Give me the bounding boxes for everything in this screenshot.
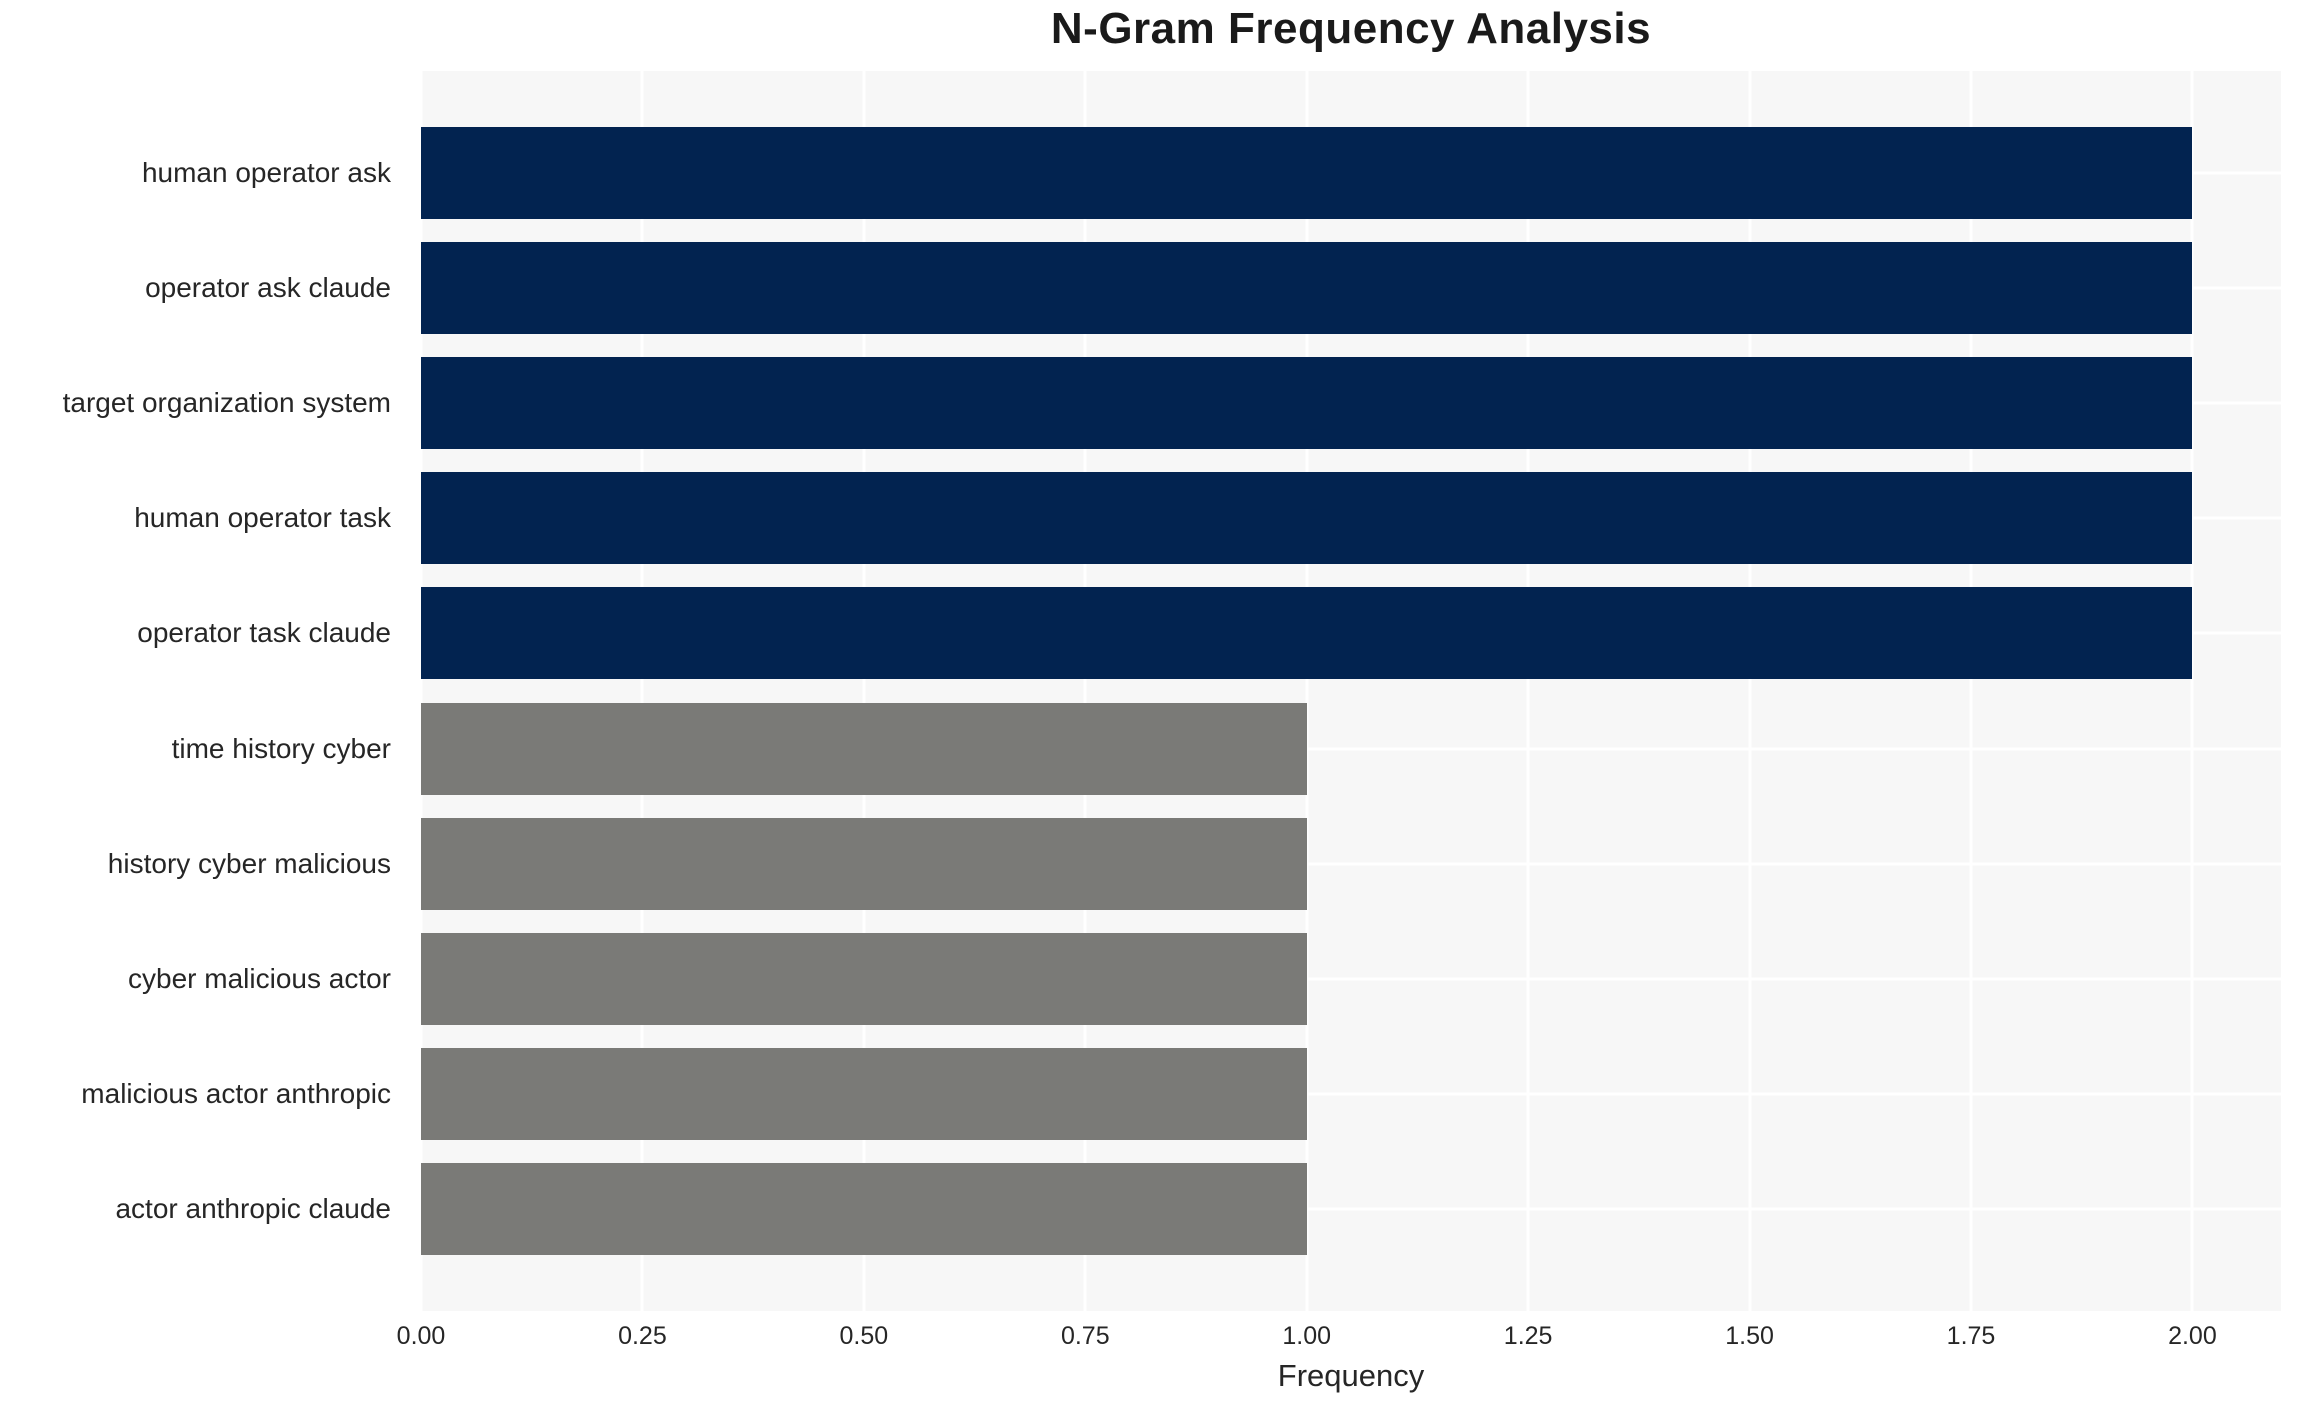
v-gridline: [1748, 71, 1752, 1311]
y-tick-label: time history cyber: [171, 732, 391, 764]
bar-human-operator-ask: [421, 127, 2193, 220]
x-axis-ticks: 0.00 0.25 0.50 0.75 1.00 1.25 1.50 1.75 2.00: [397, 1322, 2281, 1358]
x-tick-label: 0.00: [396, 1322, 446, 1350]
v-gridline: [1305, 71, 1309, 1311]
h-gridline: [421, 747, 2281, 750]
v-gridline: [2190, 71, 2194, 1311]
bar-malicious-actor-anthropic: [421, 1047, 1307, 1140]
bar-operator-task-claude: [421, 587, 2193, 680]
y-axis-labels: human operator ask operator ask claude tar…: [0, 71, 405, 1311]
bar-operator-ask-claude: [421, 242, 2193, 335]
chart-title: N-Gram Frequency Analysis: [1050, 4, 1652, 53]
y-tick-label: target organization system: [62, 387, 391, 419]
y-tick-label: cyber malicious actor: [128, 962, 391, 994]
v-gridline: [1969, 71, 1973, 1311]
x-tick-label: 0.75: [1060, 1322, 1110, 1350]
plot-area: [419, 71, 2281, 1311]
bar-human-operator-task: [421, 472, 2193, 565]
h-gridline: [421, 862, 2281, 866]
v-gridline: [419, 71, 423, 1311]
bar-cyber-malicious-actor: [421, 932, 1307, 1025]
bar-target-organization-system: [421, 357, 2193, 450]
x-tick-label: 1.75: [1946, 1322, 1996, 1350]
h-gridline: [421, 1092, 2281, 1096]
y-tick-label: operator ask claude: [145, 272, 391, 304]
y-tick-label: operator task claude: [137, 617, 391, 649]
v-gridline: [1083, 71, 1087, 1311]
h-gridline: [421, 977, 2281, 981]
bar-time-history-cyber: [421, 702, 1307, 795]
bar-actor-anthropic-claude: [421, 1162, 1307, 1255]
y-tick-label: history cyber malicious: [107, 847, 391, 879]
x-tick-label: 1.00: [1282, 1322, 1332, 1350]
x-tick-label: 1.50: [1725, 1322, 1774, 1350]
v-gridline: [862, 71, 866, 1311]
x-tick-label: 0.50: [839, 1322, 889, 1350]
v-gridline: [640, 71, 644, 1311]
x-axis-title: Frequency: [1277, 1358, 1425, 1393]
h-gridline: [421, 1207, 2281, 1211]
x-tick-label: 2.00: [2168, 1322, 2217, 1350]
x-tick-label: 1.25: [1503, 1322, 1553, 1350]
bar-history-cyber-malicious: [421, 817, 1307, 910]
y-tick-label: human operator ask: [141, 157, 391, 189]
y-tick-label: malicious actor anthropic: [81, 1077, 391, 1109]
y-tick-label: actor anthropic claude: [115, 1192, 391, 1224]
v-gridline: [1526, 71, 1530, 1311]
x-tick-label: 0.25: [618, 1322, 667, 1350]
y-tick-label: human operator task: [134, 502, 391, 534]
